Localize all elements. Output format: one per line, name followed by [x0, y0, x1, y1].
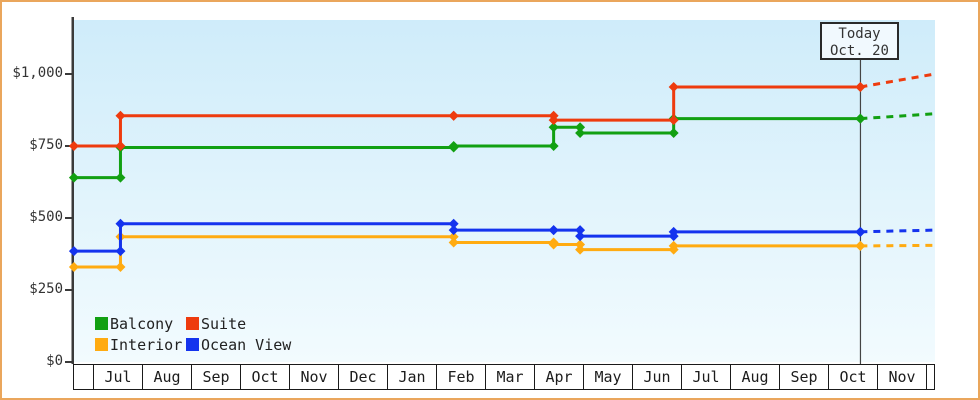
legend-label: Suite — [201, 314, 247, 333]
month-cell: Mar — [485, 365, 534, 389]
data-point-marker — [448, 218, 459, 229]
x-axis-month-row: Jul Aug Sep Oct Nov Dec Jan Feb Mar Apr May Jun Jul A… — [73, 364, 935, 390]
data-point-marker — [448, 110, 459, 121]
month-cell: Nov — [289, 365, 338, 389]
month-cell: Nov — [877, 365, 926, 389]
y-tick — [65, 289, 72, 291]
data-point-marker — [668, 226, 679, 237]
data-point-marker — [575, 128, 586, 139]
legend-label: Balcony — [110, 314, 174, 333]
y-tick-label: $250 — [29, 281, 63, 297]
legend-swatch-icon — [186, 338, 199, 351]
month-cell-spacer — [926, 365, 935, 389]
y-tick-label: $0 — [46, 353, 63, 369]
y-tick-label: $750 — [29, 137, 63, 153]
y-tick — [65, 145, 72, 147]
data-point-marker — [548, 122, 559, 133]
month-cell: Dec — [338, 365, 387, 389]
month-cell: Feb — [436, 365, 485, 389]
today-annotation-box: Today Oct. 20 — [820, 22, 899, 60]
legend-label: Interior — [110, 335, 183, 354]
month-cell: Sep — [191, 365, 240, 389]
legend-swatch-icon — [95, 338, 108, 351]
data-point-marker — [448, 141, 459, 151]
month-cell-spacer — [73, 365, 93, 389]
y-tick — [65, 361, 72, 363]
legend: Balcony Suite Interior Ocean View — [95, 313, 291, 355]
legend-swatch-icon — [186, 317, 199, 330]
data-point-marker — [855, 81, 866, 92]
data-point-marker — [68, 172, 79, 183]
legend-label: Ocean View — [201, 335, 292, 354]
y-tick — [65, 217, 72, 219]
data-point-marker — [855, 113, 866, 124]
data-point-marker — [855, 226, 866, 237]
month-cell: Apr — [534, 365, 583, 389]
data-point-marker — [115, 246, 126, 257]
month-cell: Jul — [93, 365, 142, 389]
data-point-marker — [68, 246, 79, 257]
data-point-marker — [668, 115, 679, 126]
month-cell: Sep — [779, 365, 828, 389]
data-point-marker — [548, 225, 559, 236]
data-point-marker — [115, 261, 126, 272]
data-point-marker — [668, 81, 679, 92]
y-tick — [65, 73, 72, 75]
month-cell: Oct — [828, 365, 877, 389]
month-cell: Aug — [142, 365, 191, 389]
plot-area — [74, 20, 935, 362]
today-annotation-title: Today — [838, 26, 881, 42]
month-cell: Aug — [730, 365, 779, 389]
data-point-marker — [575, 225, 586, 236]
legend-item-interior: Interior — [95, 334, 186, 355]
data-point-marker — [115, 172, 126, 183]
today-annotation-date: Oct. 20 — [829, 43, 889, 59]
y-tick-label: $1,000 — [12, 65, 63, 81]
data-point-marker — [448, 231, 459, 242]
today-vertical-line — [859, 60, 862, 364]
data-point-marker — [115, 218, 126, 229]
data-point-marker — [855, 240, 866, 251]
data-point-marker — [448, 225, 459, 236]
legend-item-suite: Suite — [186, 313, 291, 334]
data-point-marker — [575, 244, 586, 255]
data-point-marker — [548, 141, 559, 151]
data-point-marker — [668, 240, 679, 251]
data-point-marker — [668, 128, 679, 139]
month-cell: Oct — [240, 365, 289, 389]
month-cell: Jul — [681, 365, 730, 389]
month-cell: Jun — [632, 365, 681, 389]
data-point-marker — [115, 141, 126, 151]
data-point-marker — [575, 231, 586, 242]
legend-swatch-icon — [95, 317, 108, 330]
data-point-marker — [548, 239, 559, 250]
data-point-marker — [548, 115, 559, 126]
legend-item-balcony: Balcony — [95, 313, 186, 334]
month-cell: Jan — [387, 365, 436, 389]
data-point-marker — [575, 122, 586, 133]
y-axis-line — [71, 17, 74, 364]
data-point-marker — [68, 141, 79, 151]
data-point-marker — [68, 261, 79, 272]
data-point-marker — [448, 237, 459, 248]
y-tick-label: $500 — [29, 209, 63, 225]
legend-item-ocean-view: Ocean View — [186, 334, 291, 355]
month-cell: May — [583, 365, 632, 389]
data-point-marker — [575, 239, 586, 250]
data-point-marker — [115, 110, 126, 121]
